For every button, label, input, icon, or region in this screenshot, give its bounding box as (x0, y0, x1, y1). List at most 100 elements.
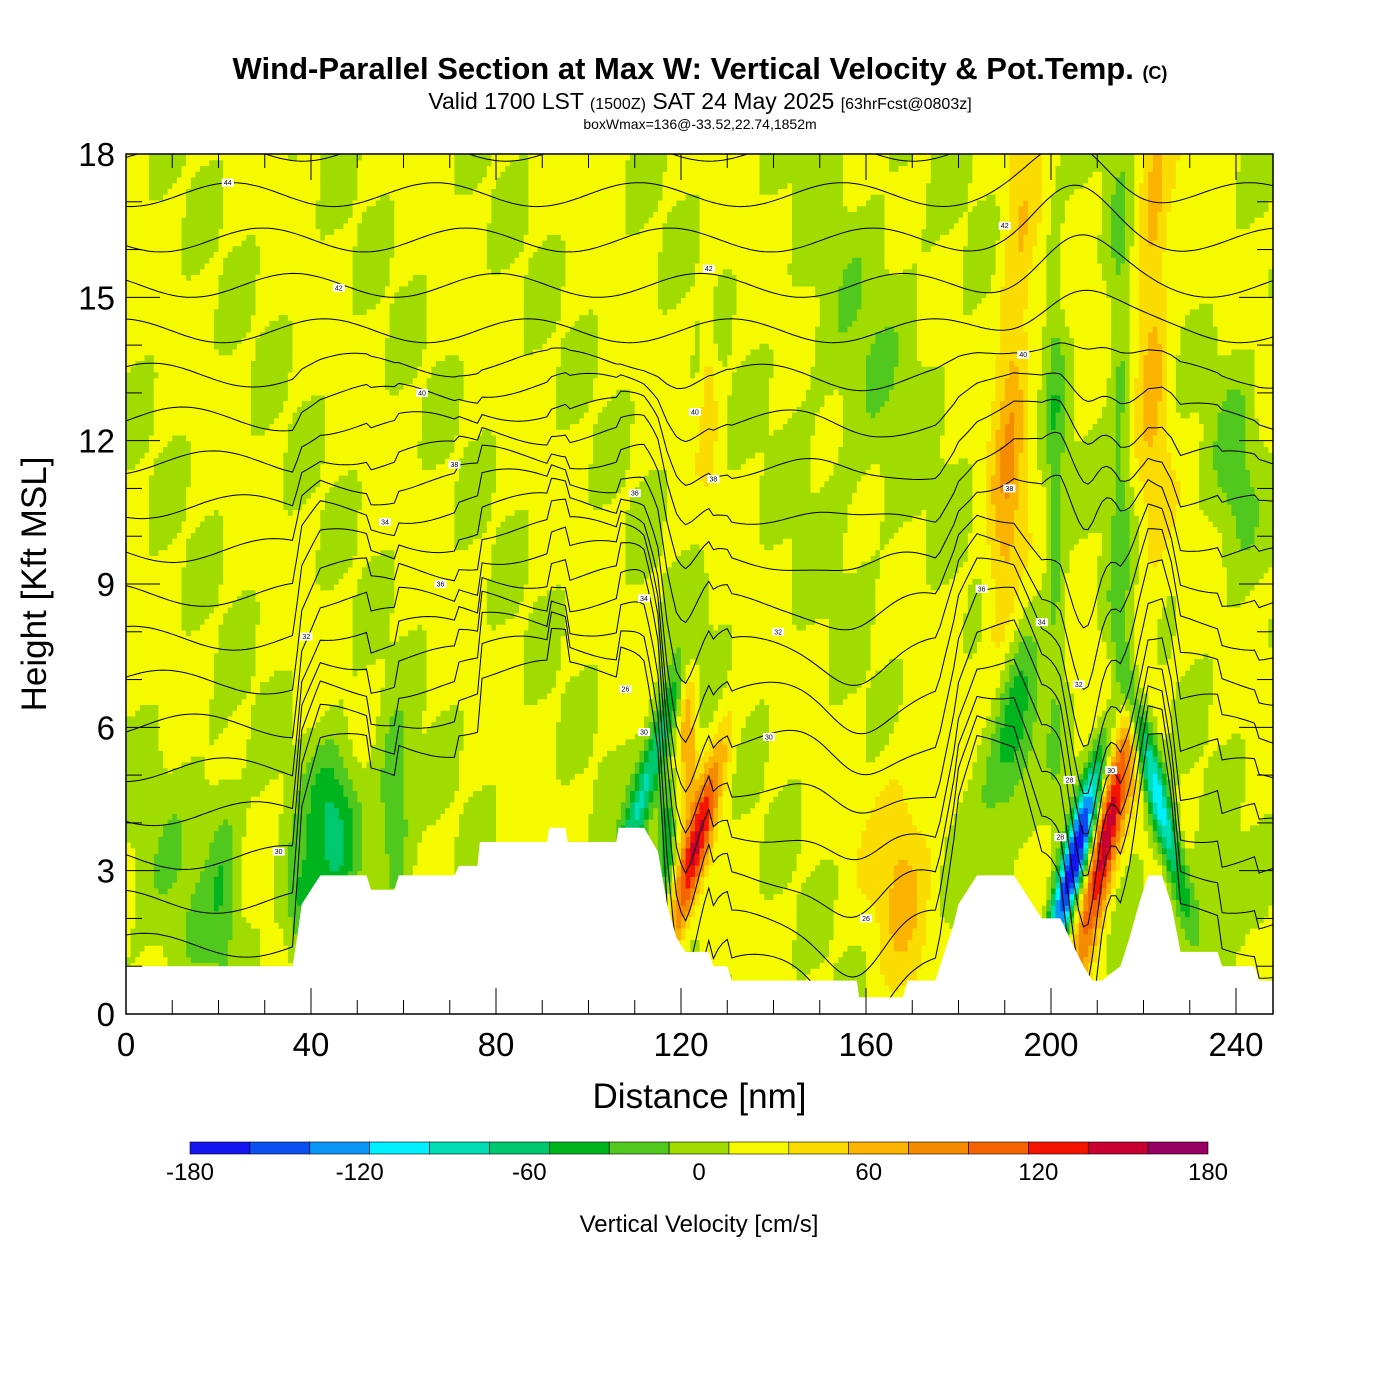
w-cell (283, 154, 289, 316)
w-cell (805, 389, 812, 625)
w-cell (644, 761, 650, 774)
w-cell (1069, 830, 1075, 837)
w-cell (685, 681, 691, 700)
w-cell (209, 159, 215, 258)
w-cell (1037, 824, 1043, 923)
w-cell (741, 154, 747, 361)
w-cell (699, 773, 705, 786)
w-cell (727, 761, 733, 975)
w-cell (722, 687, 728, 717)
w-cell (1018, 618, 1024, 642)
w-cell (657, 773, 664, 889)
w-cell (787, 182, 793, 264)
w-cell (731, 314, 738, 373)
theta-contour-line (126, 464, 1273, 631)
w-cell (1078, 859, 1084, 866)
w-cell (1027, 836, 1034, 958)
w-cell (967, 182, 973, 212)
w-cell (782, 784, 788, 889)
w-cell (1106, 905, 1112, 935)
w-cell (676, 647, 682, 700)
w-cell (773, 893, 779, 1014)
w-cell (916, 154, 923, 361)
w-cell (1083, 538, 1089, 746)
w-cell (884, 326, 890, 402)
w-cell (1101, 773, 1108, 780)
w-cell (186, 280, 192, 442)
w-cell (1051, 337, 1057, 396)
w-cell (708, 819, 714, 832)
w-cell (1074, 870, 1080, 877)
w-cell (898, 658, 904, 705)
w-cell (792, 624, 798, 780)
w-cell (824, 859, 830, 958)
w-cell (995, 429, 1001, 539)
w-cell (801, 400, 807, 631)
w-cell (255, 692, 261, 797)
colorbar-tick-label: 180 (1188, 1159, 1228, 1186)
w-cell (1078, 876, 1084, 883)
w-cell (334, 480, 340, 585)
contour-label: 32 (303, 634, 311, 641)
w-cell (912, 262, 918, 516)
colorbar-swatch (429, 1141, 490, 1155)
w-cell (879, 520, 886, 551)
w-cell (1222, 354, 1228, 402)
contour-label: 30 (640, 730, 648, 737)
w-cell (126, 469, 132, 717)
w-cell (847, 945, 853, 1014)
w-cell (685, 899, 691, 912)
contour-label: 40 (1019, 352, 1027, 359)
w-cell (1000, 154, 1006, 287)
w-cell (366, 561, 372, 665)
w-cell (694, 320, 701, 373)
w-cell (1166, 819, 1172, 849)
w-cell (639, 761, 645, 774)
w-cell (1129, 486, 1135, 671)
w-cell (523, 584, 529, 631)
w-cell (893, 154, 899, 172)
w-cell (366, 205, 372, 310)
w-cell (704, 773, 710, 786)
w-cell (856, 154, 862, 207)
title-block: Wind-Parallel Section at Max W: Vertical… (0, 52, 1400, 133)
w-cell (755, 348, 761, 453)
w-cell (847, 326, 853, 505)
w-cell (1037, 222, 1043, 390)
w-cell (1018, 452, 1024, 579)
w-cell (523, 154, 529, 235)
w-cell (1148, 704, 1154, 723)
w-cell (1014, 154, 1020, 367)
forecast-info: [63hrFcst@0803z] (840, 96, 972, 113)
w-cell (1259, 922, 1265, 1014)
w-cell (1037, 154, 1043, 224)
w-cell (551, 687, 557, 941)
w-cell (764, 154, 770, 195)
w-cell (1212, 154, 1219, 327)
w-cell (1162, 807, 1168, 826)
w-cell (172, 182, 178, 436)
w-cell (1148, 721, 1154, 734)
w-cell (1222, 744, 1228, 1004)
w-cell (625, 784, 631, 809)
w-cell (1074, 876, 1080, 883)
w-cell (250, 675, 257, 705)
w-cell (1060, 842, 1066, 855)
w-cell (195, 154, 201, 172)
w-cell (935, 589, 941, 992)
w-cell (1101, 928, 1108, 1014)
w-cell (357, 509, 363, 579)
w-cell (630, 423, 636, 493)
w-cell (889, 887, 895, 935)
w-cell (704, 727, 710, 751)
w-cell (1083, 796, 1089, 809)
w-cell (1023, 234, 1029, 310)
w-cell (630, 492, 636, 585)
w-cell (625, 154, 631, 161)
w-cell (227, 824, 233, 941)
w-cell (334, 704, 340, 746)
w-cell (237, 778, 243, 1014)
w-cell (1106, 859, 1112, 872)
w-cell (417, 274, 423, 367)
w-cell (708, 738, 714, 757)
